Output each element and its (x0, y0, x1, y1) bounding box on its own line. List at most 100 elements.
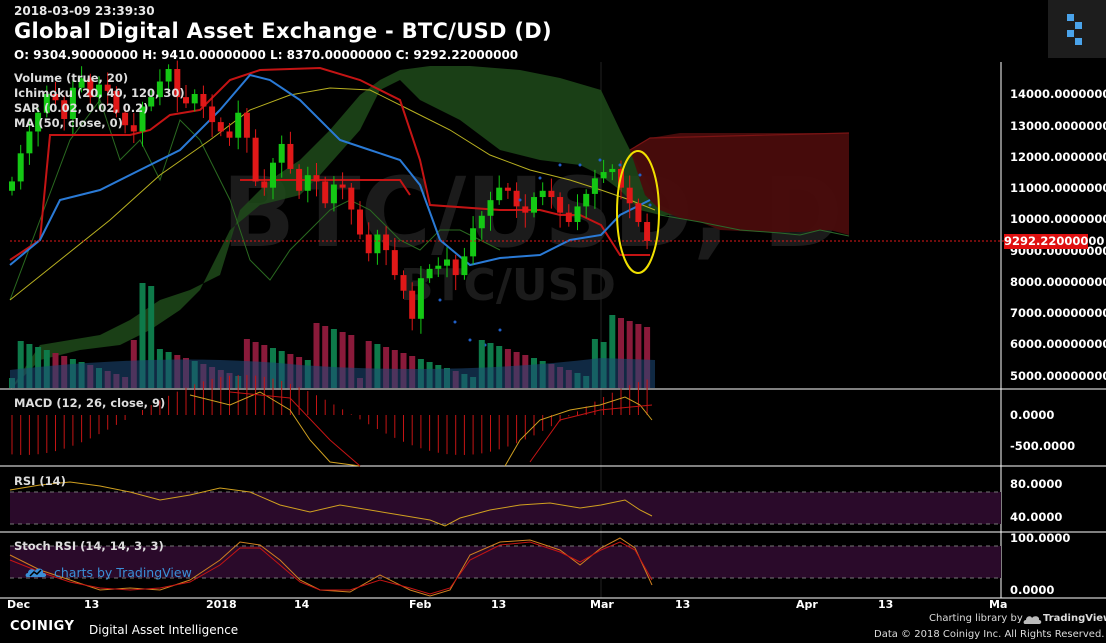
logo-button[interactable] (1048, 0, 1106, 58)
candle-body (139, 106, 146, 132)
candle-body (409, 290, 416, 319)
candle-body (539, 190, 546, 198)
sar-dot (438, 298, 442, 302)
indicator-stoch-label[interactable]: Stoch RSI (14, 14, 3, 3) (14, 539, 164, 553)
candle-body (43, 94, 50, 113)
tradingview-cloud-icon[interactable] (24, 564, 48, 584)
candle-body (496, 187, 503, 201)
candlestick-series (9, 60, 651, 334)
price-tick: 13000.00000000 (1010, 119, 1106, 133)
ichimoku-cloud-bullish (10, 66, 680, 390)
chart-title: Global Digital Asset Exchange - BTC/USD … (14, 19, 552, 43)
candle-body (374, 234, 381, 254)
candle-body (226, 131, 233, 138)
price-tick: 11000.00000000 (1010, 181, 1106, 195)
brand-name: COINIGY (10, 619, 75, 634)
sar-dot (518, 198, 522, 202)
volume-bar (644, 327, 651, 388)
price-tick: 5000.00000000 (1010, 369, 1106, 383)
candle-body (191, 94, 198, 104)
indicator-sar-label[interactable]: SAR (0.02, 0.02, 0.2) (14, 101, 149, 115)
charting-library-label: Charting library by (929, 613, 1023, 624)
candle-body (200, 94, 207, 107)
time-tick: 13 (878, 598, 894, 611)
candle-body (261, 181, 268, 188)
sar-dot (598, 158, 602, 162)
candle-body (78, 78, 85, 88)
sar-dot (578, 163, 582, 167)
volume-bar (139, 283, 146, 388)
indicator-ma-label[interactable]: MA (50, close, 0) (14, 116, 123, 130)
candle-body (531, 197, 537, 213)
copyright: Data © 2018 Coinigy Inc. All Rights Rese… (874, 629, 1105, 640)
charts-by-tradingview-link[interactable]: charts by TradingView (54, 565, 192, 580)
candle-body (287, 143, 294, 169)
candle-body (417, 278, 424, 319)
candle-body (243, 112, 250, 138)
indicator-volume-label[interactable]: Volume (true, 20) (14, 71, 129, 85)
volume-bar (26, 344, 33, 388)
candle-body (522, 206, 529, 213)
indicator-ichimoku-label[interactable]: Ichimoku (20, 40, 120, 30) (14, 86, 185, 100)
time-tick: 13 (491, 598, 507, 611)
candle-body (217, 122, 224, 132)
ichimoku-cloud-bearish (630, 133, 849, 235)
macd-histogram (11, 375, 648, 455)
time-tick: 13 (675, 598, 691, 611)
candle-body (504, 187, 511, 191)
watermark-symbol-small: BTC/USD (400, 260, 616, 311)
sar-dot (648, 203, 652, 207)
rsi-line (9, 481, 653, 527)
timestamp: 2018-03-09 23:39:30 (14, 4, 155, 18)
price-tick: 10000.00000000 (1010, 212, 1106, 226)
indicator-macd-label[interactable]: MACD (12, 26, close, 9) (14, 396, 166, 410)
candle-body (52, 94, 59, 101)
candle-body (574, 206, 581, 223)
rsi-tick: 80.0000 (1010, 477, 1063, 491)
volume-bar (17, 341, 24, 388)
stoch-k-line (9, 537, 653, 597)
candle-body (270, 162, 276, 188)
tradingview-logo-icon (1067, 14, 1082, 45)
candle-body (470, 228, 477, 257)
candle-body (235, 112, 242, 138)
time-tick: 13 (84, 598, 100, 611)
volume-bar (148, 286, 155, 388)
time-tick: 14 (294, 598, 310, 611)
volume-bar (330, 329, 337, 388)
candle-body (87, 78, 94, 98)
candle-body (487, 200, 494, 216)
tradingview-small-icon (1022, 611, 1042, 630)
candle-body (252, 137, 259, 182)
candle-body (174, 69, 181, 98)
volume-ma-area (10, 358, 655, 388)
candle-body (444, 259, 450, 266)
volume-bar (618, 318, 624, 388)
candle-body (609, 168, 616, 173)
candle-body (435, 265, 442, 269)
candle-body (583, 193, 590, 207)
candle-body (478, 215, 485, 229)
candle-body (9, 181, 15, 191)
macd-tick: 0.0000 (1010, 408, 1055, 422)
candle-body (296, 168, 303, 191)
candle-body (548, 190, 555, 198)
sar-dot (498, 328, 502, 332)
volume-bar (322, 326, 329, 388)
indicator-rsi-label[interactable]: RSI (14) (14, 474, 66, 488)
price-tick: 7000.00000000 (1010, 306, 1106, 320)
volume-bar (339, 332, 346, 388)
volume-bar (383, 347, 390, 388)
price-tick: 14000.00000000 (1010, 87, 1106, 101)
candle-body (148, 97, 155, 107)
candle-body (339, 184, 346, 188)
sar-dot (618, 163, 622, 167)
ohlc-readout: O: 9304.90000000 H: 9410.00000000 L: 837… (14, 48, 519, 62)
candle-body (104, 84, 111, 91)
candle-body (391, 250, 398, 276)
stoch-tick: 0.0000 (1010, 583, 1055, 597)
time-tick: Feb (409, 598, 432, 611)
time-tick: 2018 (206, 598, 237, 611)
tradingview-label[interactable]: TradingView (1043, 613, 1106, 624)
